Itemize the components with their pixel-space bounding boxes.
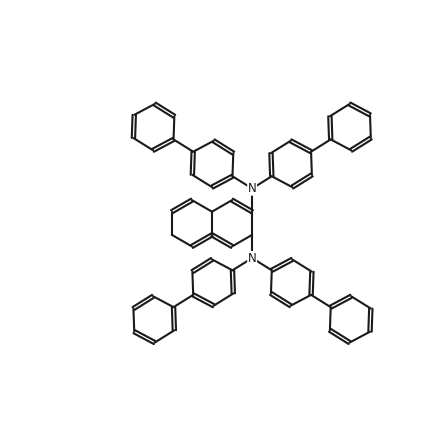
Text: N: N (248, 251, 257, 264)
Text: N: N (248, 182, 257, 195)
